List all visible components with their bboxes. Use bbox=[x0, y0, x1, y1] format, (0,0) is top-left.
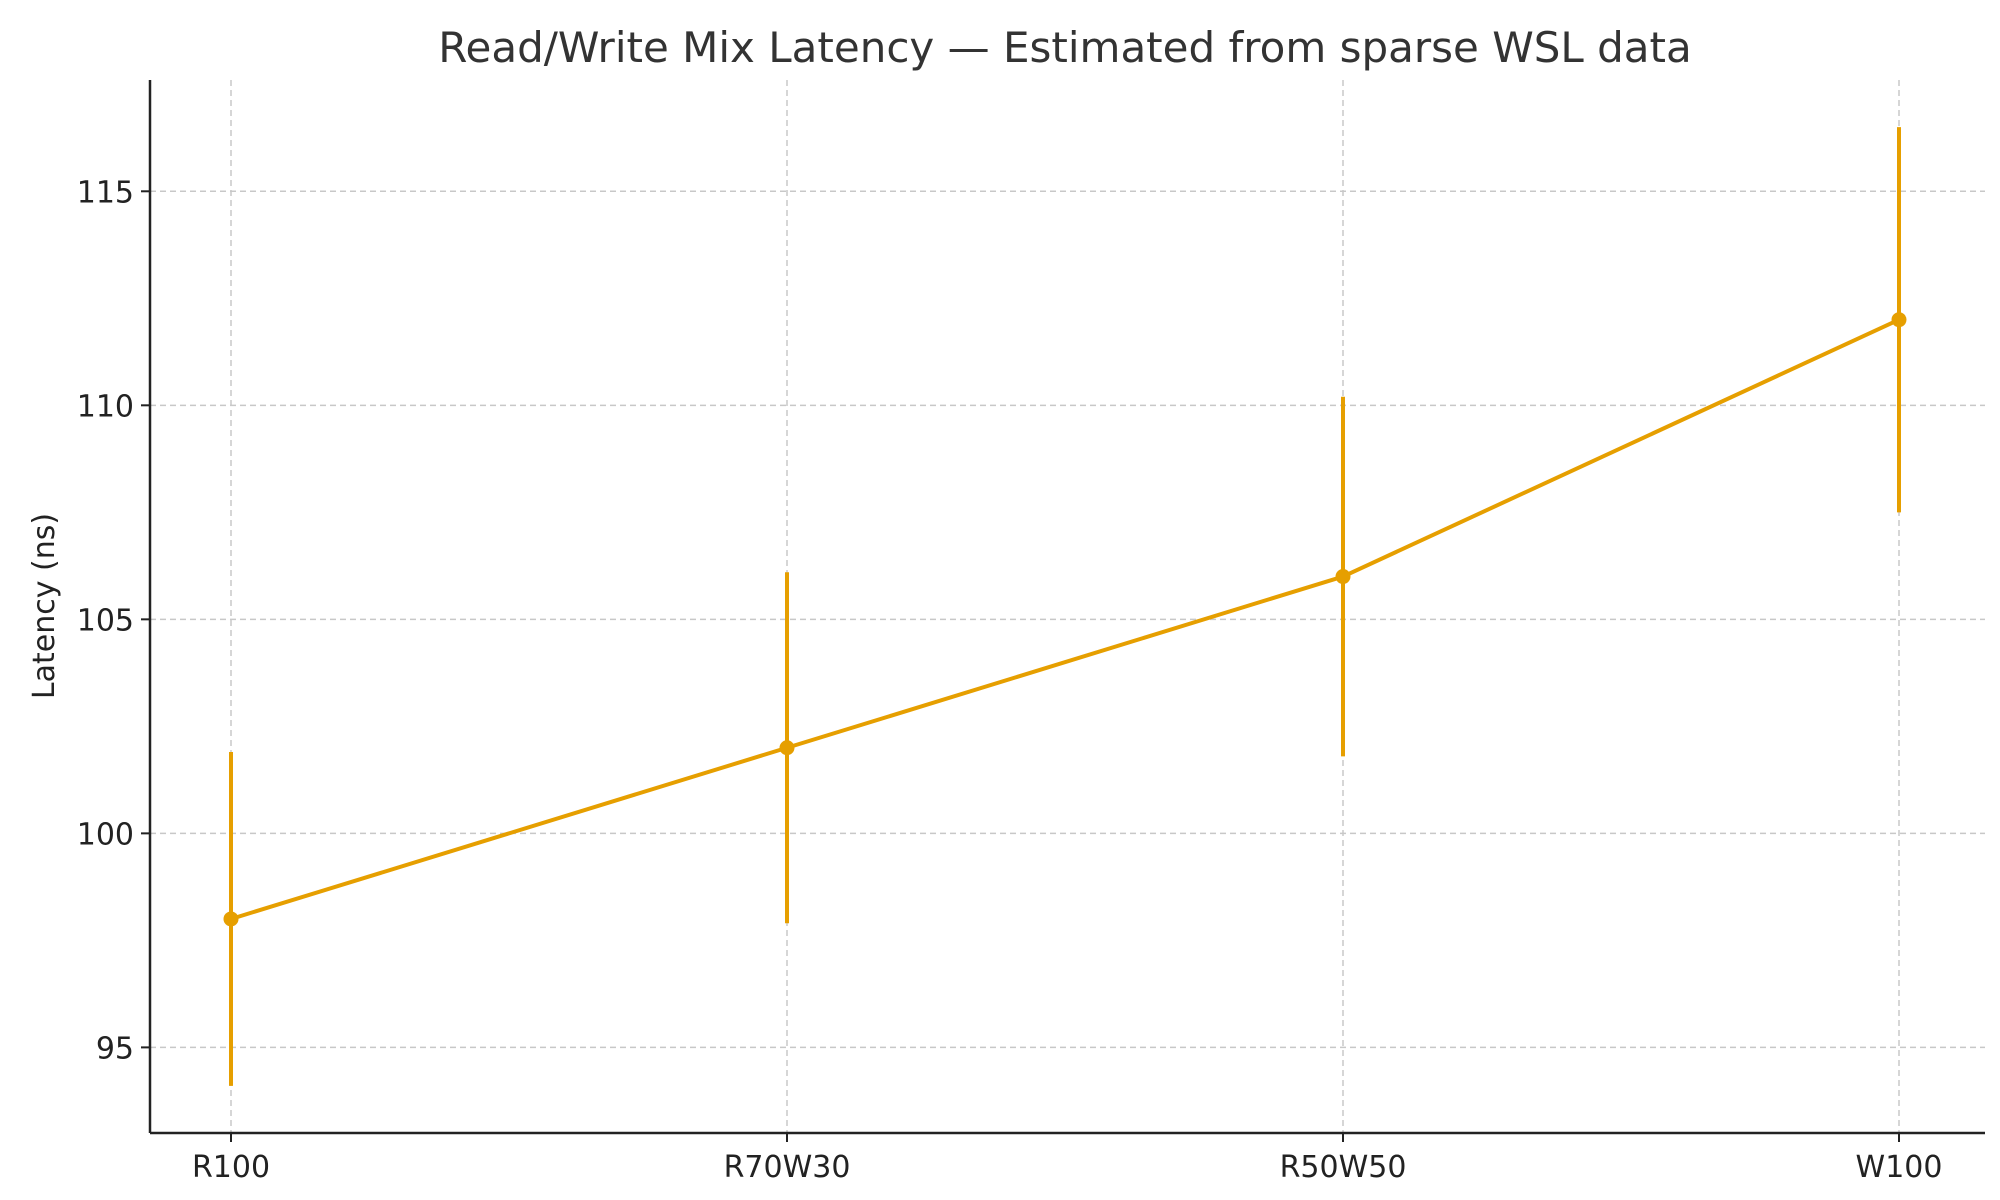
data-point bbox=[223, 911, 239, 927]
x-tick-label: R70W30 bbox=[724, 1150, 851, 1185]
x-tick-label: R100 bbox=[192, 1150, 270, 1185]
data-point bbox=[1335, 569, 1351, 585]
grid bbox=[150, 80, 1985, 1133]
x-ticks: R100 R70W30 R50W50 W100 bbox=[192, 1133, 1943, 1185]
y-tick-label: 105 bbox=[77, 603, 134, 638]
y-ticks: 95 100 105 110 115 bbox=[77, 175, 150, 1066]
axes bbox=[148, 80, 1985, 1135]
data-point bbox=[779, 740, 795, 756]
series-line bbox=[230, 317, 1900, 921]
y-tick-label: 100 bbox=[77, 817, 134, 852]
series bbox=[223, 127, 1907, 1086]
x-tick-label: W100 bbox=[1856, 1150, 1943, 1185]
y-tick-label: 115 bbox=[77, 175, 134, 210]
data-point bbox=[1891, 312, 1907, 328]
y-tick-label: 110 bbox=[77, 389, 134, 424]
x-tick-label: R50W50 bbox=[1280, 1150, 1407, 1185]
chart-title: Read/Write Mix Latency — Estimated from … bbox=[438, 23, 1692, 72]
y-tick-label: 95 bbox=[96, 1031, 134, 1066]
y-axis-label: Latency (ns) bbox=[27, 513, 62, 699]
